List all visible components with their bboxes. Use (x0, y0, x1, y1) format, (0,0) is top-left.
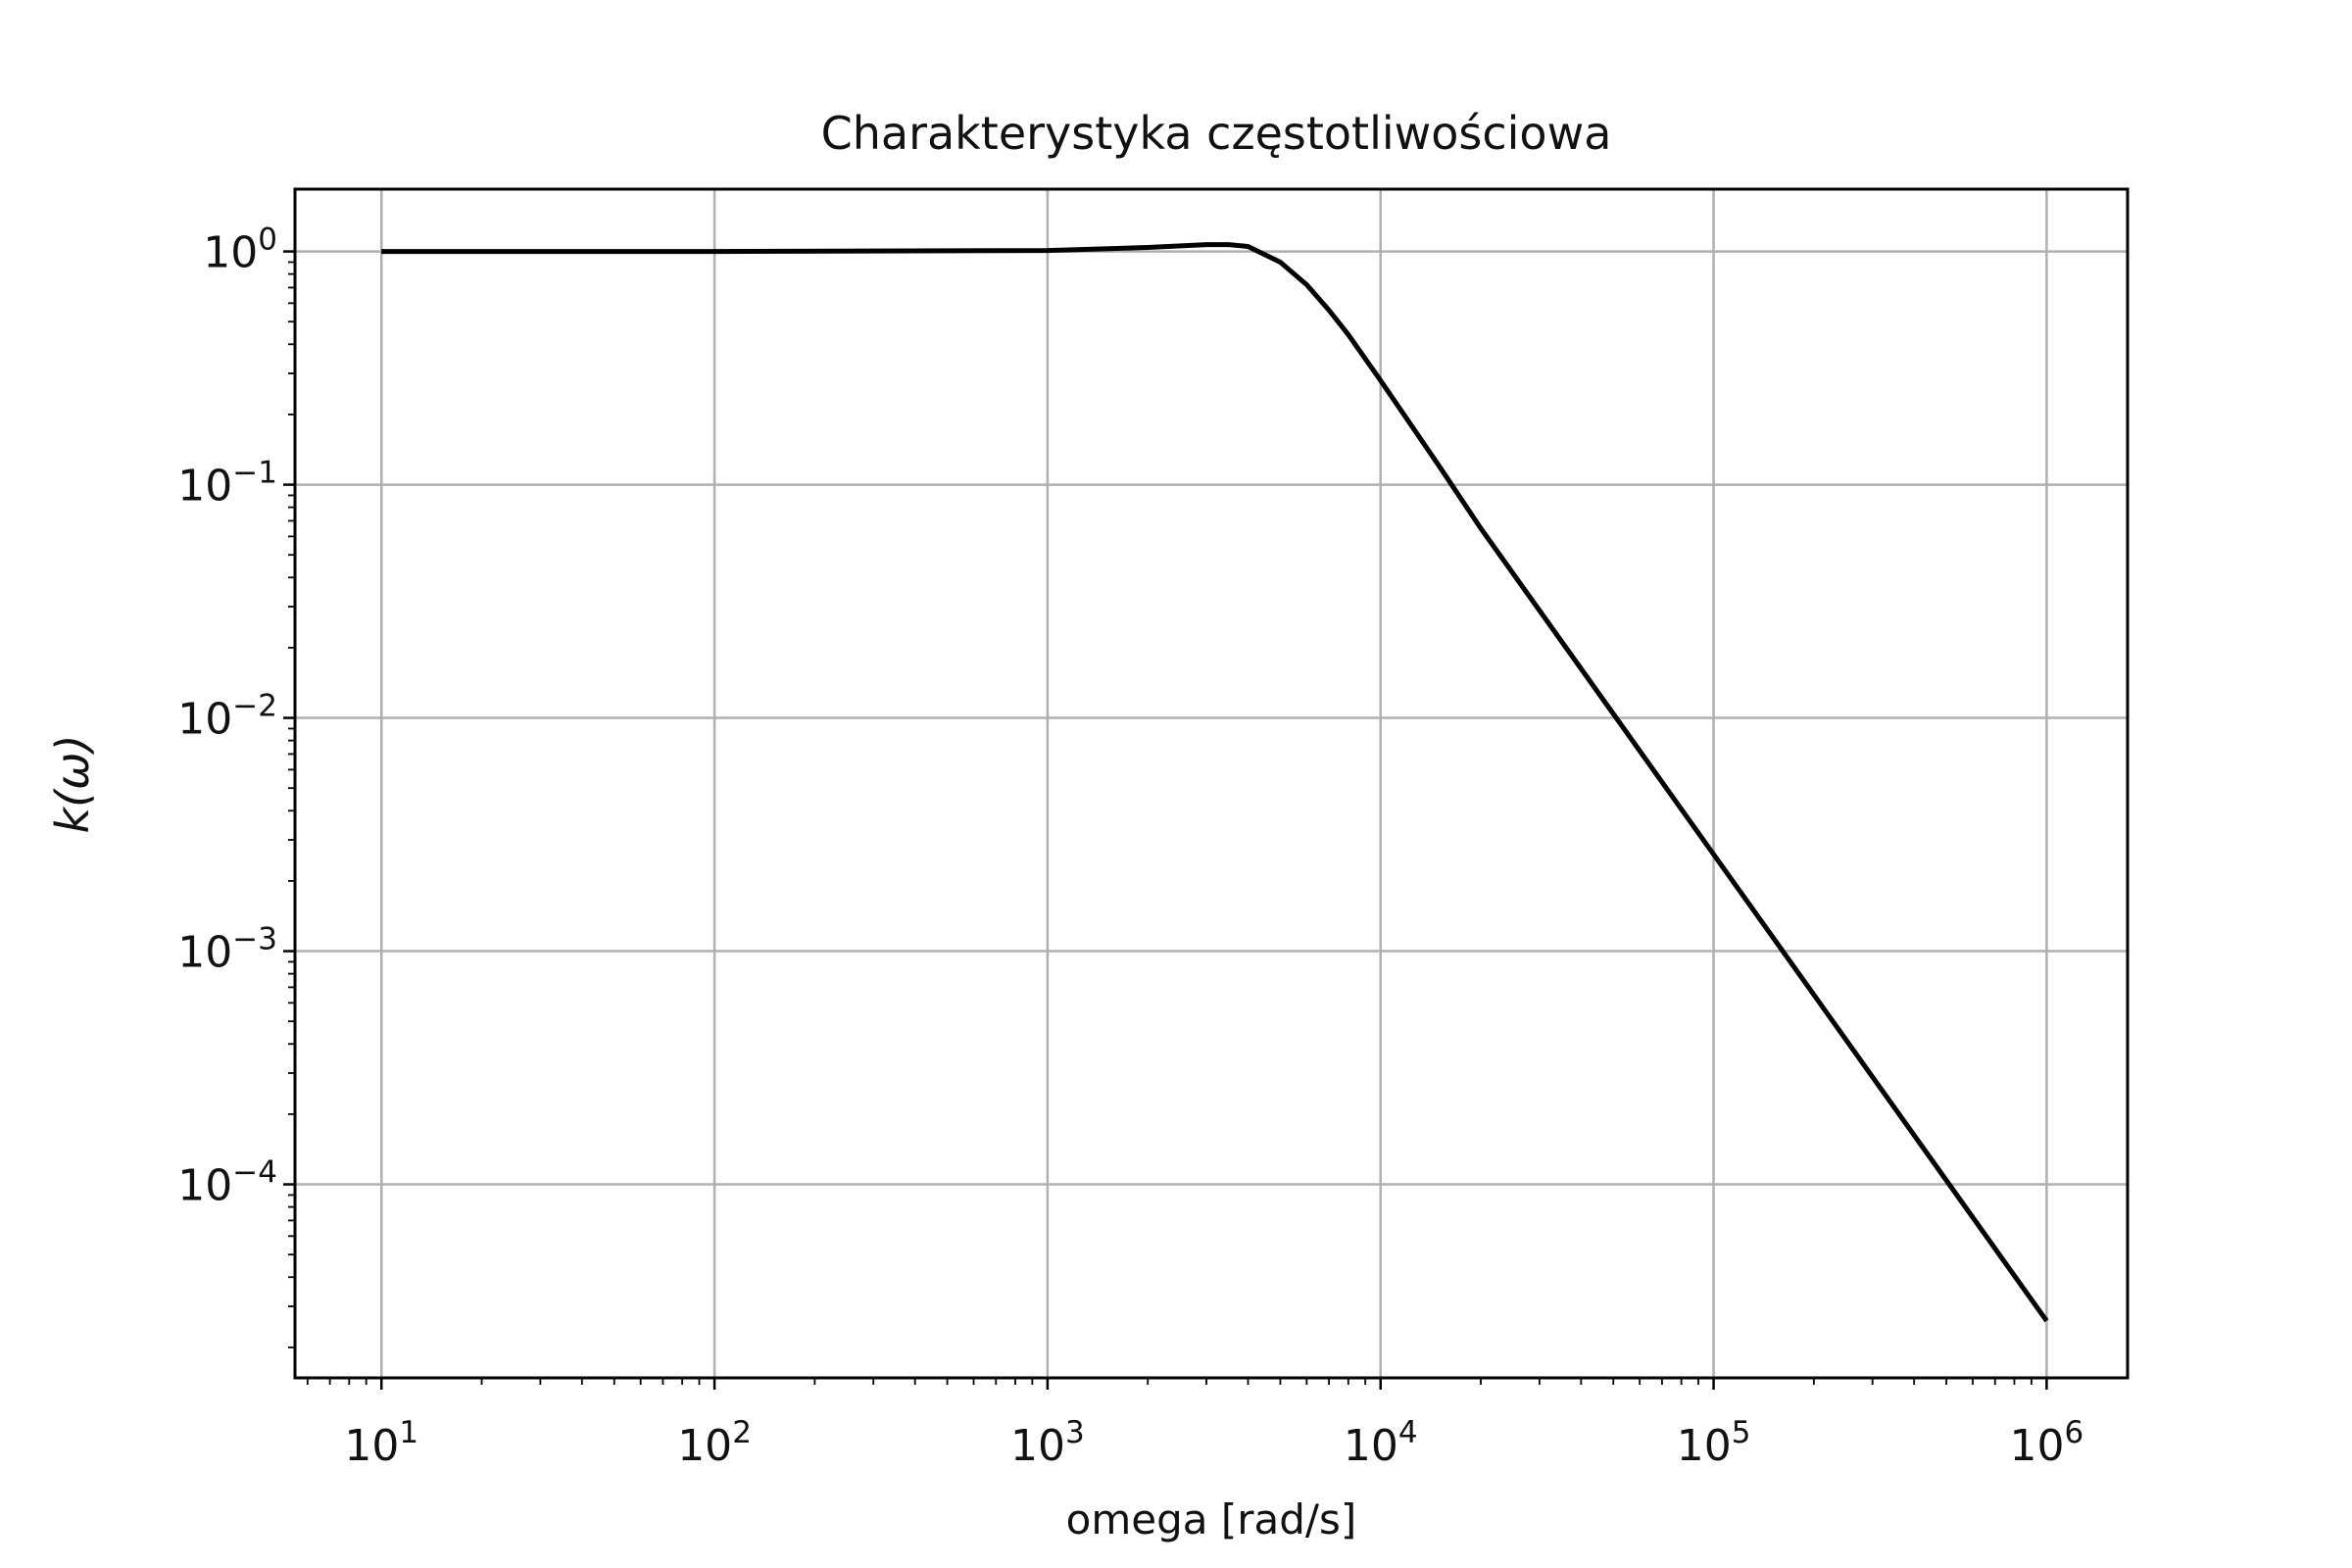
x-tick-exponent: 6 (2065, 1415, 2084, 1450)
y-tick-exponent: −4 (232, 1155, 277, 1191)
x-tick-exponent: 3 (1065, 1415, 1085, 1450)
y-tick-exponent: −1 (232, 456, 277, 491)
x-tick-labels: 101 102 103 104 105 106 (344, 1415, 2083, 1471)
x-tick-exponent: 1 (399, 1415, 418, 1450)
x-tick-base: 10 (1010, 1421, 1065, 1471)
y-tick-base: 10 (177, 928, 232, 978)
x-tick-label: 105 (1677, 1415, 1751, 1471)
chart-title: Charakterystyka częstotliwościowa (821, 107, 1612, 160)
axis-ticks (283, 250, 2048, 1390)
x-tick-label: 102 (677, 1415, 752, 1471)
x-tick-base: 10 (677, 1421, 732, 1471)
x-tick-label: 103 (1010, 1415, 1085, 1471)
x-tick-label: 104 (1344, 1415, 1418, 1471)
x-tick-base: 10 (1344, 1421, 1398, 1471)
x-tick-base: 10 (344, 1421, 399, 1471)
y-tick-exponent: 0 (258, 222, 277, 258)
x-axis-label: omega [rad/s] (1066, 1495, 1357, 1544)
y-tick-base: 10 (177, 1161, 232, 1211)
x-tick-base: 10 (2010, 1421, 2065, 1471)
y-tick-base: 10 (203, 228, 258, 278)
x-tick-label: 106 (2010, 1415, 2084, 1471)
y-tick-exponent: −3 (232, 922, 277, 957)
y-tick-label: 10−4 (177, 1155, 277, 1211)
y-tick-label: 100 (203, 222, 277, 278)
y-tick-label: 10−3 (177, 922, 277, 978)
series-line (381, 242, 2049, 1323)
y-tick-base: 10 (177, 462, 232, 512)
x-tick-exponent: 4 (1398, 1415, 1418, 1450)
y-tick-base: 10 (177, 695, 232, 745)
y-axis-label: k(ω) (46, 734, 99, 833)
x-tick-label: 101 (344, 1415, 418, 1471)
y-tick-label: 10−2 (177, 689, 277, 745)
x-tick-base: 10 (1677, 1421, 1732, 1471)
series-layer (381, 242, 2049, 1323)
y-tick-exponent: −2 (232, 689, 277, 724)
plot-area-frame (293, 187, 2130, 1380)
x-tick-exponent: 2 (732, 1415, 752, 1450)
y-tick-label: 10−1 (177, 456, 277, 512)
x-tick-exponent: 5 (1732, 1415, 1751, 1450)
